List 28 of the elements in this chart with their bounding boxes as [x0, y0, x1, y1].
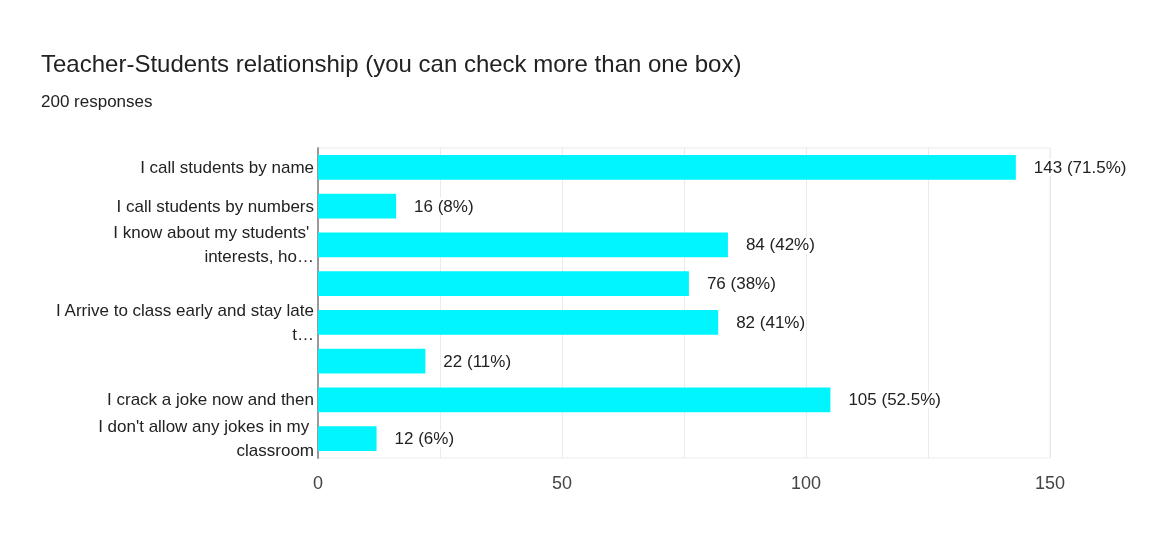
- data-label: 16 (8%): [414, 196, 474, 216]
- data-label: 143 (71.5%): [1033, 157, 1127, 177]
- bar: [318, 154, 1016, 180]
- x-tick-label: 100: [790, 473, 822, 493]
- data-label: 84 (42%): [745, 235, 815, 255]
- y-tick-label: I Arrive to class early and stay late t…: [56, 300, 314, 344]
- bar: [318, 193, 397, 219]
- data-label: 76 (38%): [706, 274, 776, 294]
- bar: [318, 232, 728, 258]
- x-tick-label: 150: [1034, 473, 1066, 493]
- bar: [318, 309, 719, 335]
- x-tick-label: 0: [312, 473, 324, 493]
- data-label: 105 (52.5%): [848, 390, 942, 410]
- bar: [318, 271, 689, 297]
- bar: [318, 387, 831, 413]
- y-tick-label: I call students by name: [140, 157, 314, 177]
- text: 200 responses: [41, 92, 153, 111]
- bar: [318, 348, 426, 374]
- data-label: 82 (41%): [736, 312, 806, 332]
- data-label: 22 (11%): [443, 351, 512, 371]
- chart-title: Teacher-Students relationship (you can check more than one box): [41, 49, 742, 77]
- y-tick-label: I call students by numbers: [116, 196, 314, 216]
- y-tick-label: I crack a joke now and then: [107, 390, 314, 410]
- y-tick-label: I don't allow any jokes in my classroom: [98, 417, 314, 461]
- bar: [318, 426, 377, 452]
- data-label: 12 (6%): [394, 429, 455, 449]
- y-tick-label: I know about my students' interests, ho…: [113, 223, 314, 267]
- x-tick-label: 50: [551, 473, 573, 493]
